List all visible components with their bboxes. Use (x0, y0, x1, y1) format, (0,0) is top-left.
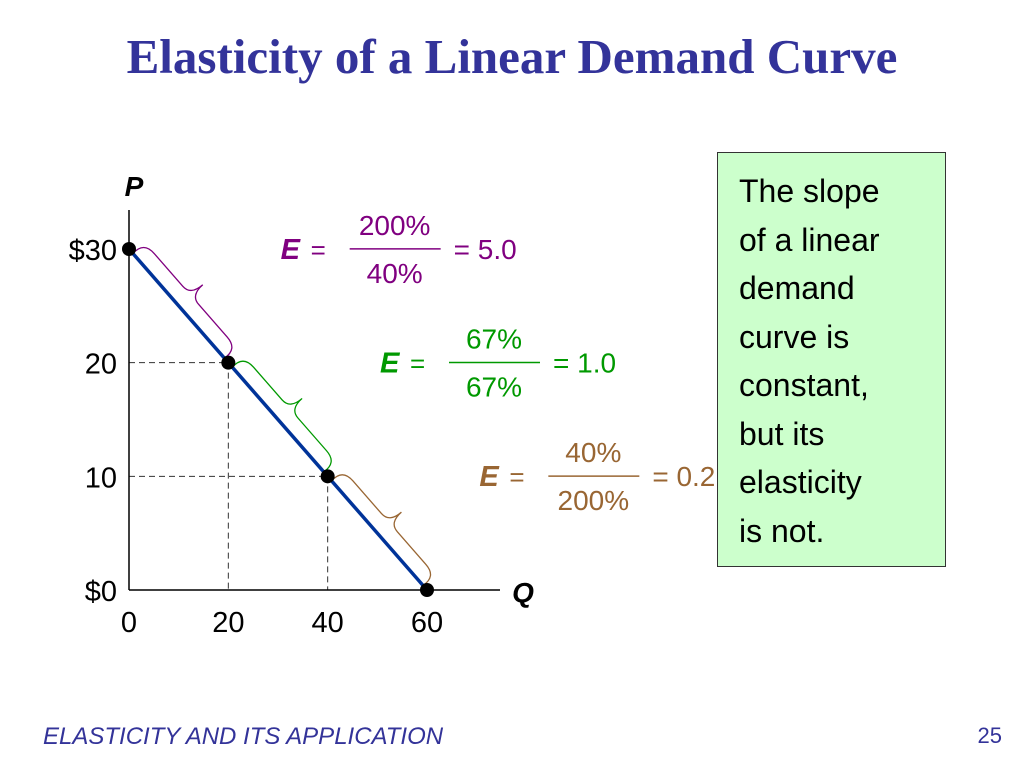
braces (132, 246, 432, 587)
brace (231, 360, 332, 473)
note-line: but its (739, 415, 825, 452)
fraction-denominator: 200% (558, 485, 630, 516)
footer-text: ELASTICITY AND ITS APPLICATION (43, 723, 444, 750)
elasticity-symbol: E (380, 348, 401, 380)
labels: $0 10 20 $30 0 20 40 60 P Q (69, 171, 535, 639)
equals-sign: = (410, 349, 425, 379)
fraction-numerator: 200% (359, 210, 431, 241)
axes (128, 210, 500, 591)
x-tick-label: 60 (411, 607, 443, 639)
note-box: The slope of a linear demand curve is co… (717, 152, 946, 567)
demand-line (127, 247, 429, 592)
elasticity-result: = 1.0 (553, 348, 616, 379)
x-tick-label: 20 (212, 607, 244, 639)
equals-sign: = (509, 462, 524, 492)
guide-lines (129, 362, 329, 590)
series (127, 247, 429, 592)
fraction-denominator: 40% (367, 258, 423, 289)
elasticity-result: = 5.0 (454, 234, 517, 265)
note-line: The slope (739, 173, 880, 209)
elasticity-result: = 0.2 (652, 461, 715, 492)
elasticity-symbol: E (479, 461, 500, 493)
fraction-numerator: 67% (466, 324, 522, 355)
brace (132, 246, 233, 359)
y-tick-label: 20 (85, 349, 117, 381)
data-point (221, 355, 236, 370)
brace (331, 474, 432, 587)
page-number: 25 (977, 723, 1002, 748)
data-point (122, 242, 136, 256)
note-line: constant, (739, 367, 869, 403)
annotations: E = 200% 40% = 5.0 E = 67% 67% = 1.0 E = 40% 200% = 0.… (281, 210, 716, 516)
note-line: curve is (739, 318, 850, 355)
fraction-denominator: 67% (466, 372, 522, 403)
note-line: demand (739, 270, 855, 306)
note-line: elasticity (739, 464, 862, 500)
y-tick-label: 10 (85, 462, 117, 494)
data-point (420, 583, 434, 597)
x-tick-label: 40 (312, 607, 344, 639)
fraction-numerator: 40% (565, 437, 621, 468)
y-axis-label: P (125, 171, 144, 202)
note-line: of a linear (739, 221, 880, 258)
equals-sign: = (311, 235, 326, 265)
elasticity-symbol: E (281, 234, 302, 266)
y-tick-label: $0 (85, 576, 117, 608)
slide-title: Elasticity of a Linear Demand Curve (126, 29, 898, 84)
x-axis-label: Q (512, 577, 534, 608)
y-tick-label: $30 (69, 235, 117, 267)
note-line: is not. (739, 512, 825, 549)
x-tick-label: 0 (121, 607, 137, 639)
data-point (320, 469, 335, 484)
points (122, 242, 434, 597)
